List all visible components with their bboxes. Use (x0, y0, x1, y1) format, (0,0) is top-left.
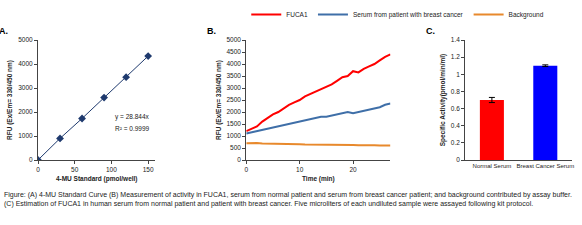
svg-text:2000: 2000 (226, 108, 241, 115)
svg-text:1.2: 1.2 (451, 53, 460, 60)
svg-text:2000: 2000 (18, 108, 33, 115)
svg-text:0: 0 (237, 156, 241, 163)
svg-text:20: 20 (349, 166, 357, 173)
svg-text:3000: 3000 (226, 84, 241, 91)
svg-text:Serum from patient with breast: Serum from patient with breast cancer (353, 11, 464, 19)
svg-text:A.: A. (0, 26, 8, 36)
html-text:Figure: (A) 4-MU Standard Curv: Figure: (A) 4-MU Standard Curve (B) Meas… (4, 191, 572, 207)
svg-text:2500: 2500 (226, 96, 241, 103)
svg-text:5000: 5000 (226, 36, 241, 43)
svg-text:4000: 4000 (18, 60, 33, 67)
svg-text:0: 0 (36, 166, 40, 173)
svg-text:4-MU Standard (pmol/well): 4-MU Standard (pmol/well) (56, 175, 138, 183)
svg-text:0: 0 (244, 166, 248, 173)
svg-text:Breast Cancer Serum: Breast Cancer Serum (516, 163, 574, 169)
svg-text:1000: 1000 (226, 132, 241, 139)
svg-text:10: 10 (296, 166, 304, 173)
svg-text:3500: 3500 (226, 72, 241, 79)
svg-text:4000: 4000 (226, 60, 241, 67)
svg-text:Background: Background (509, 11, 544, 19)
svg-text:150: 150 (143, 166, 154, 173)
svg-text:Time (min): Time (min) (302, 175, 335, 183)
svg-text:0.2: 0.2 (451, 139, 460, 146)
svg-text:4500: 4500 (226, 48, 241, 55)
svg-text:100: 100 (106, 166, 117, 173)
svg-text:5000: 5000 (18, 36, 33, 43)
svg-text:y = 28.844x: y = 28.844x (115, 113, 150, 121)
svg-text:0.6: 0.6 (451, 105, 460, 112)
svg-text:0.4: 0.4 (451, 122, 460, 129)
svg-text:500: 500 (230, 144, 241, 151)
svg-text:Specific Activity(pmol/min/ml): Specific Activity(pmol/min/ml) (439, 54, 447, 147)
svg-text:FUCA1: FUCA1 (286, 11, 308, 18)
svg-text:RFU (Ex/Em= 330/450 nm): RFU (Ex/Em= 330/450 nm) (6, 60, 14, 140)
svg-text:1.4: 1.4 (451, 36, 460, 43)
svg-text:1000: 1000 (18, 132, 33, 139)
svg-text:1: 1 (456, 71, 460, 78)
svg-text:0.8: 0.8 (451, 88, 460, 95)
svg-text:C.: C. (426, 26, 435, 36)
svg-text:50: 50 (71, 166, 79, 173)
svg-text:B.: B. (207, 26, 216, 36)
svg-text:3000: 3000 (18, 84, 33, 91)
svg-text:RFU (Ex/Em= 330/450 nm): RFU (Ex/Em= 330/450 nm) (215, 60, 223, 140)
svg-text:1500: 1500 (226, 120, 241, 127)
svg-text:R² = 0.9999: R² = 0.9999 (115, 125, 150, 132)
svg-text:0: 0 (456, 156, 460, 163)
svg-text:Normal Serum: Normal Serum (473, 163, 512, 169)
svg-text:0: 0 (29, 156, 33, 163)
